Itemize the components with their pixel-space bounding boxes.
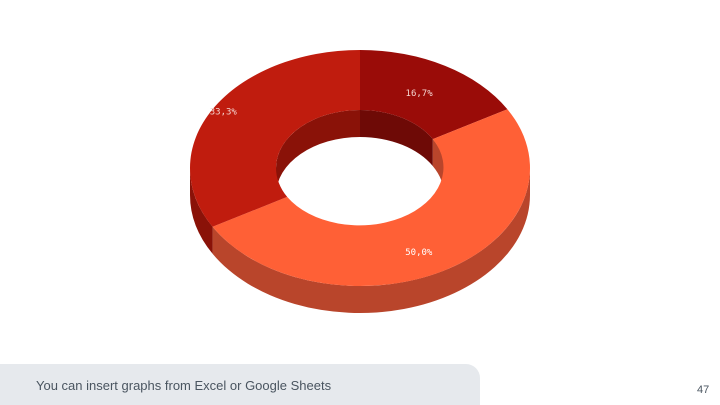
slice-1 bbox=[212, 109, 531, 287]
donut-data-labels: 16,7% 50,0% 33,3% bbox=[210, 89, 433, 258]
slice-label-0: 16,7% bbox=[406, 89, 434, 99]
slice-label-1: 50,0% bbox=[405, 248, 433, 258]
donut-top-faces bbox=[189, 49, 531, 287]
outer-wall-2 bbox=[190, 168, 213, 254]
inner-wall-2 bbox=[276, 110, 360, 195]
caption-text: You can insert graphs from Excel or Goog… bbox=[36, 378, 332, 393]
slice-0 bbox=[360, 49, 508, 140]
page-number: 47 bbox=[697, 384, 710, 396]
slice-2 bbox=[189, 50, 360, 227]
slice-label-2: 33,3% bbox=[210, 107, 238, 117]
inner-wall-1 bbox=[432, 139, 444, 195]
caption-box: You can insert graphs from Excel or Goog… bbox=[0, 364, 480, 405]
inner-wall-0 bbox=[360, 110, 433, 167]
outer-wall-1 bbox=[212, 168, 530, 314]
